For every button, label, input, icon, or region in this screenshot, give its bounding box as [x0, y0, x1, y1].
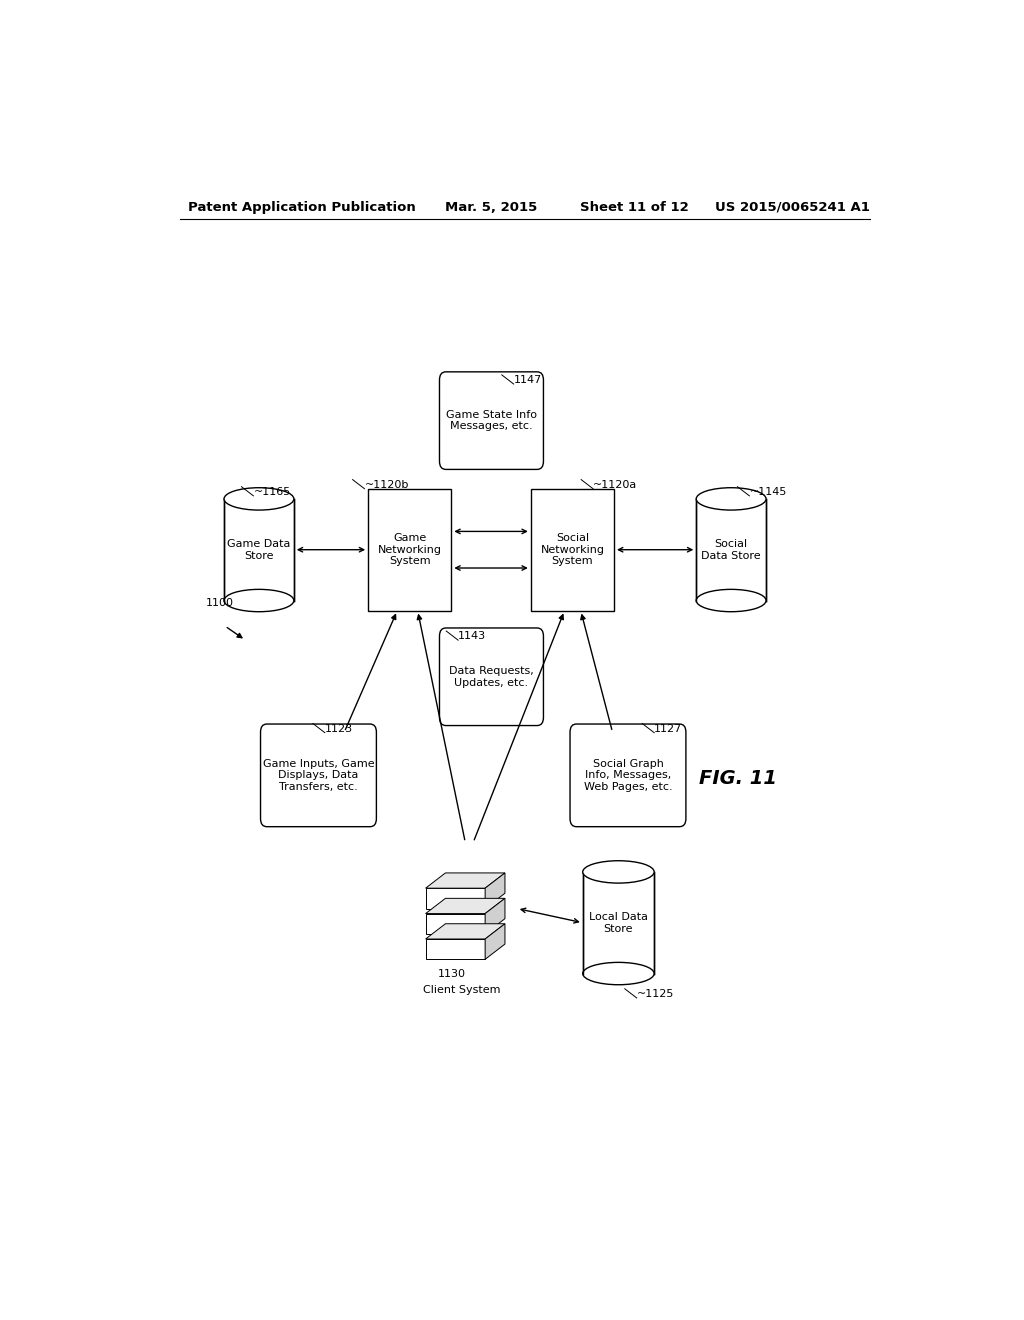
Bar — [696, 499, 766, 601]
Ellipse shape — [583, 861, 654, 883]
FancyBboxPatch shape — [260, 725, 377, 826]
Ellipse shape — [696, 487, 766, 510]
Text: Local Data
Store: Local Data Store — [589, 912, 648, 933]
Text: Social Graph
Info, Messages,
Web Pages, etc.: Social Graph Info, Messages, Web Pages, … — [584, 759, 673, 792]
Text: Patent Application Publication: Patent Application Publication — [187, 201, 416, 214]
FancyBboxPatch shape — [439, 372, 544, 470]
Text: 1123: 1123 — [325, 723, 353, 734]
Bar — [530, 488, 614, 611]
FancyBboxPatch shape — [439, 628, 544, 726]
Text: Game Data
Store: Game Data Store — [227, 539, 291, 561]
Polygon shape — [485, 924, 505, 960]
Text: ~1120a: ~1120a — [593, 479, 637, 490]
Text: 1147: 1147 — [514, 375, 542, 385]
Text: Social
Data Store: Social Data Store — [701, 539, 761, 561]
Polygon shape — [485, 899, 505, 935]
Polygon shape — [426, 924, 505, 939]
Polygon shape — [426, 873, 505, 888]
Text: 1127: 1127 — [654, 723, 682, 734]
Bar — [224, 499, 294, 601]
Bar — [426, 939, 485, 960]
Bar — [583, 873, 654, 974]
Text: ~1145: ~1145 — [750, 487, 786, 496]
Ellipse shape — [224, 487, 294, 510]
Polygon shape — [426, 899, 505, 913]
Text: Social
Networking
System: Social Networking System — [541, 533, 604, 566]
Text: 1143: 1143 — [458, 631, 486, 642]
Text: US 2015/0065241 A1: US 2015/0065241 A1 — [715, 201, 870, 214]
Text: Sheet 11 of 12: Sheet 11 of 12 — [581, 201, 689, 214]
Text: Game State Info
Messages, etc.: Game State Info Messages, etc. — [446, 409, 537, 432]
Ellipse shape — [224, 589, 294, 611]
Ellipse shape — [696, 589, 766, 611]
Text: 1130: 1130 — [437, 969, 466, 979]
Ellipse shape — [583, 962, 654, 985]
Text: ~1165: ~1165 — [253, 487, 291, 496]
Text: Client System: Client System — [423, 985, 500, 995]
Text: ~1125: ~1125 — [637, 989, 674, 999]
FancyBboxPatch shape — [570, 725, 686, 826]
Bar — [368, 488, 452, 611]
Text: Game
Networking
System: Game Networking System — [378, 533, 441, 566]
Text: FIG. 11: FIG. 11 — [699, 770, 777, 788]
Bar — [426, 888, 485, 908]
Text: 1100: 1100 — [206, 598, 233, 607]
Text: ~1120b: ~1120b — [365, 479, 409, 490]
Text: Data Requests,
Updates, etc.: Data Requests, Updates, etc. — [450, 667, 534, 688]
Text: Mar. 5, 2015: Mar. 5, 2015 — [445, 201, 538, 214]
Bar — [426, 913, 485, 935]
Text: Game Inputs, Game
Displays, Data
Transfers, etc.: Game Inputs, Game Displays, Data Transfe… — [262, 759, 375, 792]
Polygon shape — [485, 873, 505, 908]
